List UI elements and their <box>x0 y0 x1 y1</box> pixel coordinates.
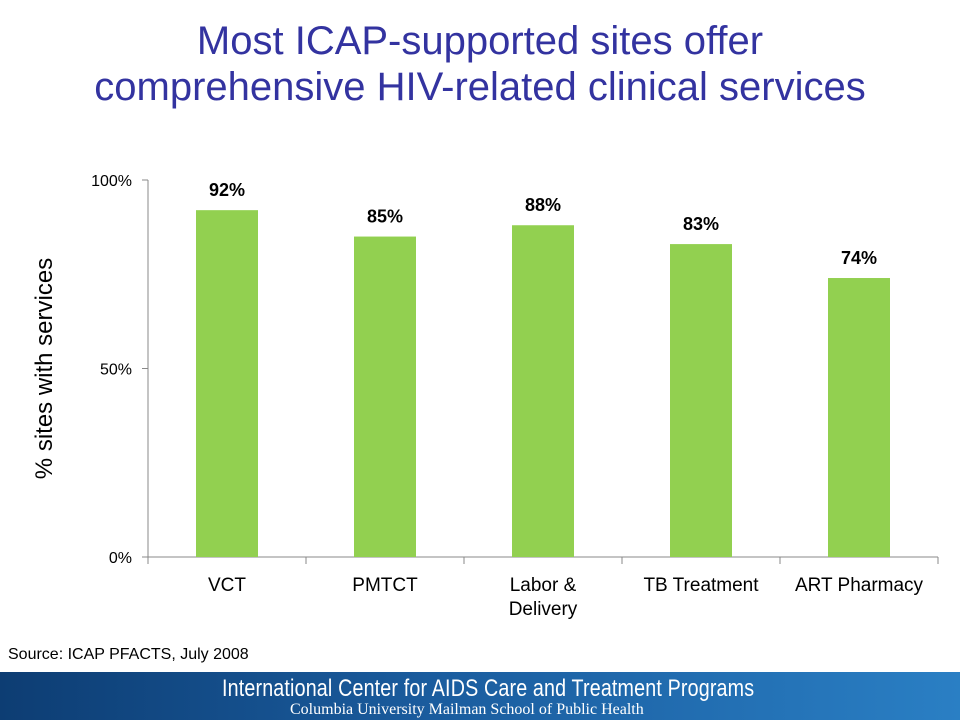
footer-org-name: International Center for AIDS Care and T… <box>222 675 755 702</box>
title-line-1: Most ICAP-supported sites offer <box>196 19 764 63</box>
bar-tb-treatment <box>670 244 732 557</box>
x-tick-label: PMTCT <box>352 575 418 596</box>
y-tick-label: 100% <box>91 173 132 190</box>
footer-banner: International Center for AIDS Care and T… <box>0 672 960 720</box>
data-label: 92% <box>209 180 245 200</box>
x-tick-label: Delivery <box>509 599 578 620</box>
bar-pmtct <box>354 236 416 558</box>
x-tick-label: Labor & <box>510 575 577 596</box>
data-label: 74% <box>841 248 877 268</box>
y-axis-title: % sites with services <box>31 258 58 479</box>
x-tick-label: ART Pharmacy <box>795 575 924 596</box>
x-tick-label: TB Treatment <box>643 575 759 596</box>
data-label: 85% <box>367 207 403 227</box>
source-note: Source: ICAP PFACTS, July 2008 <box>8 646 249 663</box>
bar-art-pharmacy <box>828 278 890 557</box>
x-tick-label: VCT <box>208 575 246 596</box>
data-label: 88% <box>525 195 561 215</box>
data-label: 83% <box>683 214 719 234</box>
y-tick-label: 0% <box>109 550 132 567</box>
title-line-2: comprehensive HIV-related clinical servi… <box>94 65 866 109</box>
bar-chart: 0% 50% 100% % sites with services 92% VCT 85% P… <box>31 173 939 620</box>
chart-title: Most ICAP-supported sites offer comprehe… <box>0 18 960 110</box>
bar-vct <box>196 210 258 557</box>
footer-school-name: Columbia University Mailman School of Pu… <box>290 701 644 718</box>
y-tick-label: 50% <box>100 362 132 379</box>
bar-labor-delivery <box>512 225 574 557</box>
